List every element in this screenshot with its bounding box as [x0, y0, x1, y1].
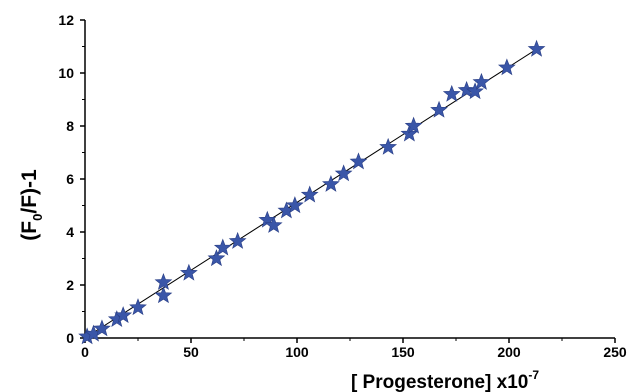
data-point-star — [334, 164, 353, 182]
data-point-star — [264, 216, 283, 233]
x-axis-title-exponent: -7 — [528, 368, 539, 382]
y-axis-title-rest: /F)-1 — [18, 169, 41, 214]
y-tick-label: 4 — [66, 224, 74, 240]
y-axis-title: (F0/F)-1 — [18, 169, 45, 241]
data-point-star — [154, 286, 173, 304]
data-point-star — [497, 58, 516, 76]
data-point-star — [527, 39, 546, 57]
data-point-star — [285, 196, 304, 214]
y-axis-ticks: 0 2 4 6 8 10 12 — [58, 12, 85, 346]
data-point-star — [400, 124, 419, 142]
data-point-star — [179, 263, 198, 281]
data-point-star — [154, 273, 173, 290]
data-points — [78, 39, 546, 345]
x-tick-label: 100 — [285, 344, 309, 360]
y-tick-label: 12 — [58, 12, 74, 28]
data-point-star — [300, 185, 319, 203]
x-axis-title-text: [ Progesterone] x10 — [351, 372, 528, 392]
y-tick-label: 0 — [66, 330, 74, 346]
data-point-star — [472, 72, 491, 90]
data-point-star — [93, 319, 111, 337]
y-axis-title-main: (F — [18, 221, 41, 241]
data-point-star — [442, 84, 461, 102]
y-axis-title-subscript: 0 — [30, 214, 45, 221]
y-tick-label: 2 — [66, 277, 74, 293]
data-point-star — [213, 238, 232, 256]
data-point-star — [457, 80, 476, 98]
data-point-star — [430, 100, 448, 118]
x-tick-label: 150 — [391, 344, 415, 360]
y-tick-label: 10 — [58, 65, 74, 81]
data-point-star — [228, 231, 247, 249]
x-tick-label: 200 — [497, 344, 521, 360]
x-axis-title: [ Progesterone] x10-7 — [351, 368, 539, 392]
y-tick-label: 8 — [66, 118, 74, 134]
data-point-star — [379, 137, 398, 155]
data-point-star — [349, 152, 368, 170]
data-point-star — [466, 82, 484, 100]
x-tick-label: 50 — [183, 344, 199, 360]
x-axis-ticks: 0 50 100 150 200 250 — [81, 338, 627, 360]
data-point-star — [207, 249, 226, 267]
data-point-star — [322, 174, 340, 192]
y-tick-label: 6 — [66, 171, 74, 187]
x-tick-label: 250 — [603, 344, 627, 360]
data-point-star — [114, 306, 133, 324]
data-point-star — [129, 298, 147, 316]
x-tick-label: 0 — [81, 344, 89, 360]
data-point-star — [404, 116, 423, 134]
